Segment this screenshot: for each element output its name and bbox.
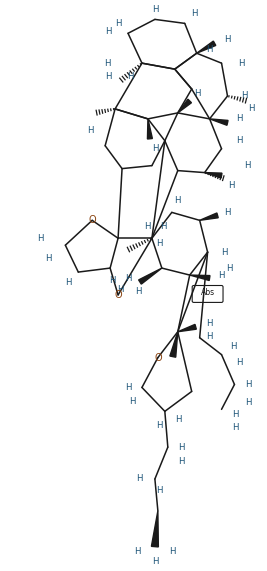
Text: H: H — [45, 254, 52, 263]
Text: H: H — [125, 274, 131, 283]
Text: H: H — [127, 71, 133, 81]
Polygon shape — [190, 275, 210, 280]
Text: H: H — [37, 234, 44, 243]
Text: H: H — [232, 410, 239, 419]
Text: H: H — [144, 222, 150, 231]
Text: H: H — [248, 104, 255, 114]
Text: H: H — [226, 264, 233, 272]
Text: H: H — [105, 27, 111, 36]
Text: H: H — [228, 181, 235, 190]
Text: O: O — [114, 290, 122, 300]
Text: H: H — [230, 342, 237, 351]
Polygon shape — [178, 324, 196, 332]
Text: H: H — [244, 161, 251, 170]
Text: H: H — [87, 126, 93, 135]
Text: O: O — [88, 215, 96, 226]
Text: H: H — [206, 332, 213, 341]
Text: H: H — [238, 59, 245, 67]
Polygon shape — [205, 172, 222, 178]
Text: H: H — [221, 248, 228, 257]
Polygon shape — [210, 119, 228, 125]
Text: H: H — [241, 91, 248, 100]
Text: H: H — [245, 380, 252, 389]
Text: H: H — [175, 196, 181, 205]
Text: H: H — [152, 144, 158, 153]
Polygon shape — [139, 268, 162, 284]
FancyBboxPatch shape — [192, 286, 223, 303]
Text: H: H — [236, 136, 243, 145]
Text: H: H — [218, 271, 225, 280]
Text: H: H — [224, 208, 231, 217]
Text: H: H — [152, 557, 158, 566]
Text: H: H — [179, 457, 185, 465]
Text: H: H — [245, 398, 252, 407]
Text: H: H — [194, 89, 201, 98]
Polygon shape — [197, 41, 216, 53]
Text: Abs: Abs — [201, 288, 215, 297]
Text: H: H — [117, 286, 123, 295]
Text: H: H — [136, 475, 142, 484]
Polygon shape — [147, 119, 152, 139]
Text: H: H — [236, 358, 243, 367]
Text: O: O — [154, 353, 162, 363]
Text: H: H — [134, 547, 140, 556]
Text: H: H — [179, 443, 185, 452]
Text: H: H — [157, 421, 163, 430]
Text: H: H — [191, 9, 198, 18]
Text: H: H — [109, 276, 115, 284]
Text: H: H — [135, 287, 141, 296]
Text: H: H — [170, 547, 176, 556]
Polygon shape — [170, 332, 178, 357]
Text: H: H — [152, 5, 158, 14]
Text: H: H — [175, 415, 182, 424]
Text: H: H — [157, 486, 163, 496]
Polygon shape — [151, 511, 158, 547]
Polygon shape — [178, 99, 191, 113]
Text: H: H — [236, 114, 243, 123]
Text: H: H — [160, 222, 167, 231]
Text: H: H — [157, 239, 163, 248]
Text: H: H — [105, 71, 111, 81]
Text: H: H — [232, 423, 239, 432]
Text: H: H — [224, 35, 231, 44]
Text: H: H — [65, 278, 72, 287]
Polygon shape — [200, 213, 218, 220]
Text: H: H — [206, 45, 213, 54]
Text: H: H — [104, 59, 110, 67]
Text: H: H — [129, 397, 135, 406]
Text: H: H — [115, 19, 121, 28]
Text: H: H — [206, 319, 213, 328]
Text: H: H — [125, 383, 131, 392]
